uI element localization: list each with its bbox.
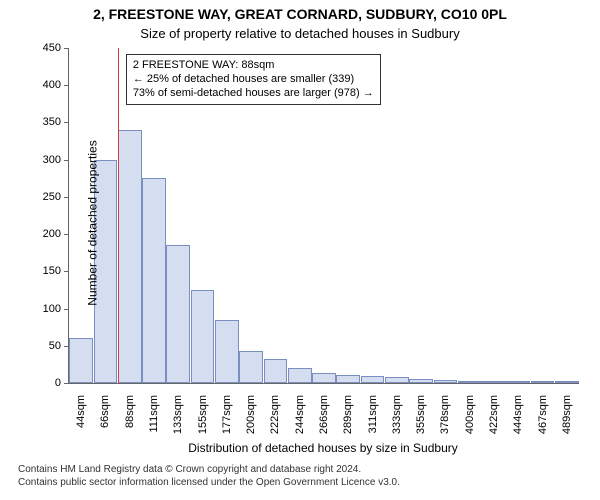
y-tick-label: 0 xyxy=(55,377,61,389)
chart-title: 2, FREESTONE WAY, GREAT CORNARD, SUDBURY… xyxy=(0,6,600,22)
chart-container: 2, FREESTONE WAY, GREAT CORNARD, SUDBURY… xyxy=(0,0,600,500)
y-tick xyxy=(64,160,69,161)
histogram-bar xyxy=(69,338,93,383)
x-tick-label: 266sqm xyxy=(318,395,330,434)
x-tick-label: 133sqm xyxy=(172,395,184,434)
x-tick-label: 44sqm xyxy=(75,395,87,428)
histogram-bar xyxy=(409,379,433,383)
y-tick xyxy=(64,48,69,49)
x-tick-label: 200sqm xyxy=(245,395,257,434)
x-tick-label: 222sqm xyxy=(269,395,281,434)
y-tick-label: 450 xyxy=(43,42,61,54)
x-tick-label: 244sqm xyxy=(294,395,306,434)
x-tick-label: 489sqm xyxy=(561,395,573,434)
histogram-bar xyxy=(215,320,239,383)
y-tick-label: 350 xyxy=(43,116,61,128)
x-tick-label: 177sqm xyxy=(221,395,233,434)
x-tick-label: 311sqm xyxy=(367,395,379,433)
histogram-bar xyxy=(264,359,288,383)
y-tick xyxy=(64,271,69,272)
attribution-line-2: Contains public sector information licen… xyxy=(18,476,400,489)
histogram-bar xyxy=(434,380,458,383)
histogram-bar xyxy=(239,351,263,383)
annotation-line-1: 2 FREESTONE WAY: 88sqm xyxy=(133,59,374,73)
histogram-bar xyxy=(191,290,215,383)
x-tick-label: 355sqm xyxy=(415,395,427,434)
annotation-line-3: 73% of semi-detached houses are larger (… xyxy=(133,87,374,101)
x-tick-label: 289sqm xyxy=(342,395,354,434)
x-tick-label: 444sqm xyxy=(512,395,524,434)
histogram-bar xyxy=(336,375,360,383)
x-tick-label: 66sqm xyxy=(99,395,111,428)
attribution-line-1: Contains HM Land Registry data © Crown c… xyxy=(18,463,400,476)
y-tick-label: 250 xyxy=(43,191,61,203)
histogram-bar xyxy=(166,245,190,383)
plot-area: 2 FREESTONE WAY: 88sqm ← 25% of detached… xyxy=(68,48,579,384)
x-tick-label: 378sqm xyxy=(439,395,451,434)
chart-subtitle: Size of property relative to detached ho… xyxy=(0,26,600,41)
histogram-bar xyxy=(458,381,482,383)
x-tick-label: 400sqm xyxy=(464,395,476,434)
x-tick-label: 111sqm xyxy=(148,395,160,433)
x-tick-label: 88sqm xyxy=(124,395,136,428)
y-tick xyxy=(64,122,69,123)
histogram-bar xyxy=(118,130,142,383)
histogram-bar xyxy=(385,377,409,383)
attribution: Contains HM Land Registry data © Crown c… xyxy=(18,463,400,489)
histogram-bar xyxy=(482,381,506,383)
y-tick-label: 300 xyxy=(43,154,61,166)
histogram-bar xyxy=(361,376,385,383)
x-tick-label: 467sqm xyxy=(537,395,549,434)
y-tick xyxy=(64,85,69,86)
y-tick-label: 100 xyxy=(43,303,61,315)
reference-line xyxy=(118,48,120,383)
histogram-bar xyxy=(288,368,312,383)
x-tick-label: 333sqm xyxy=(391,395,403,434)
y-tick xyxy=(64,197,69,198)
x-tick-label: 155sqm xyxy=(197,395,209,434)
y-tick xyxy=(64,309,69,310)
y-tick-label: 150 xyxy=(43,265,61,277)
y-tick-label: 400 xyxy=(43,79,61,91)
y-tick-label: 50 xyxy=(49,340,61,352)
y-tick-label: 200 xyxy=(43,228,61,240)
y-tick xyxy=(64,383,69,384)
y-tick xyxy=(64,234,69,235)
x-tick-label: 422sqm xyxy=(488,395,500,434)
histogram-bar xyxy=(531,381,555,383)
histogram-bar xyxy=(506,381,530,383)
histogram-bar xyxy=(142,178,166,383)
annotation-line-2: ← 25% of detached houses are smaller (33… xyxy=(133,73,374,87)
histogram-bar xyxy=(312,373,336,383)
histogram-bar xyxy=(555,381,579,383)
x-axis-label: Distribution of detached houses by size … xyxy=(68,441,578,455)
annotation-box: 2 FREESTONE WAY: 88sqm ← 25% of detached… xyxy=(126,54,381,105)
y-axis-label: Number of detached properties xyxy=(86,140,100,305)
